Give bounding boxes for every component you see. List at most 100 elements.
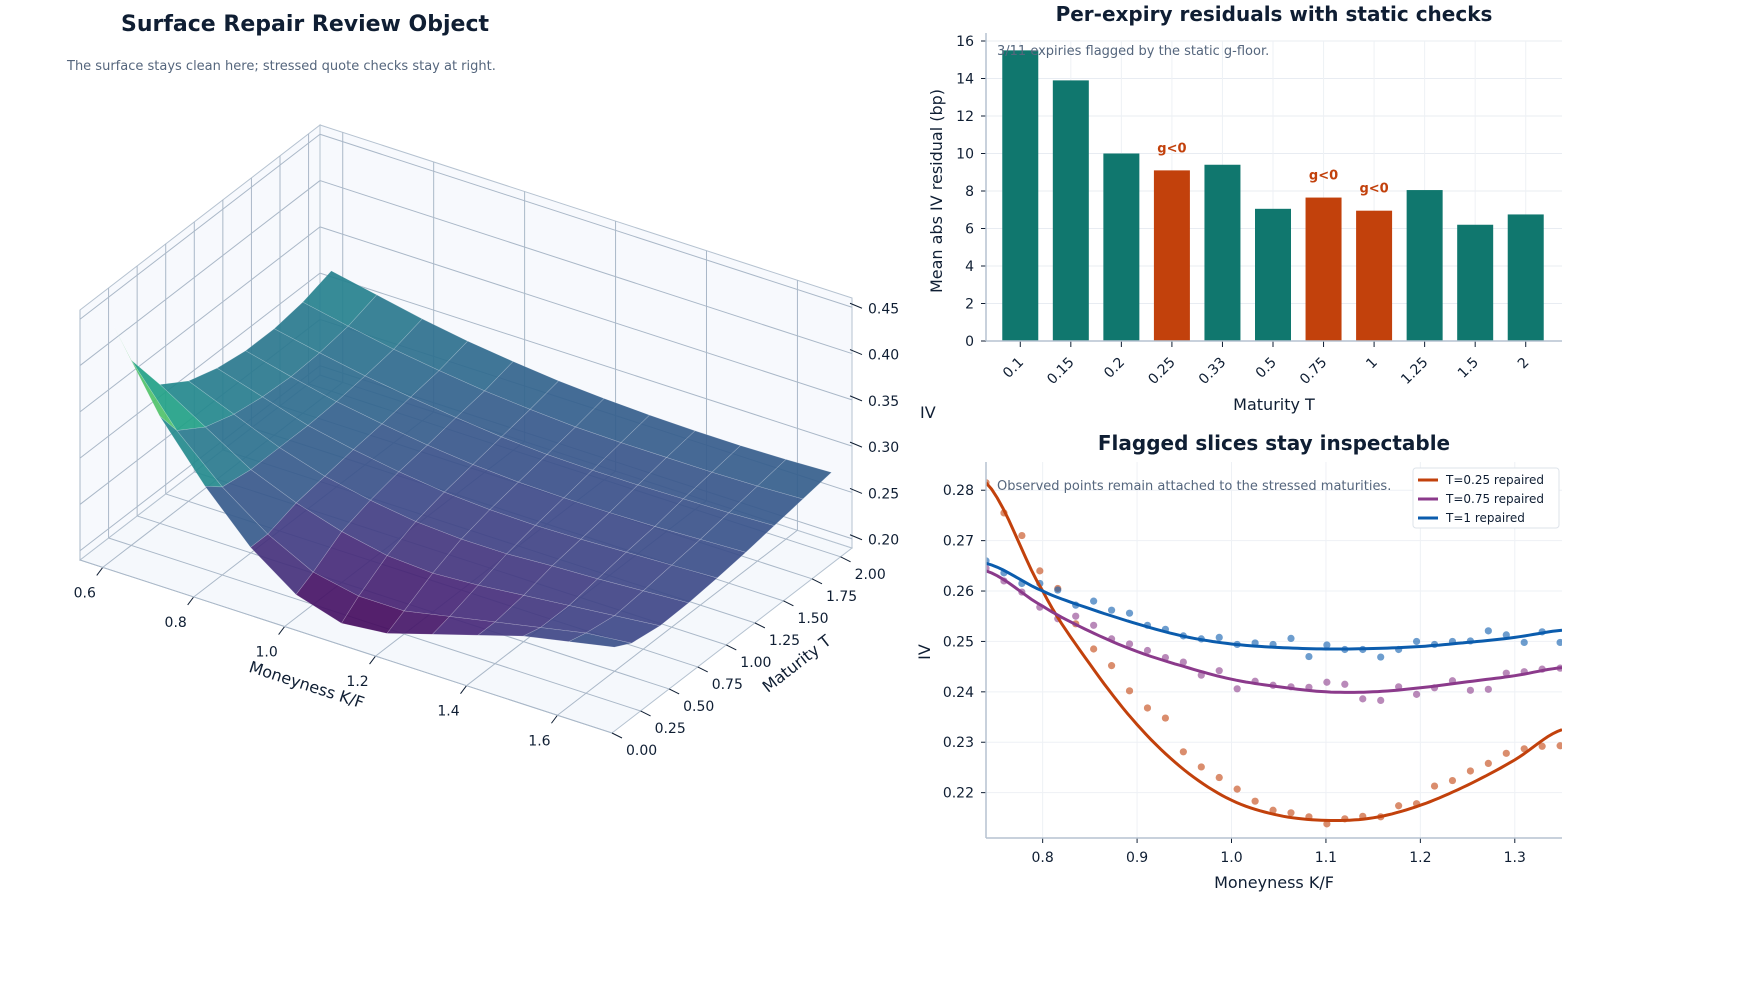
x-tick-label: 0.8 <box>1032 850 1054 866</box>
fit-curve <box>986 561 1562 651</box>
observed-point <box>1125 687 1134 695</box>
observed-point <box>1305 652 1313 661</box>
bar <box>1356 210 1393 341</box>
observed-point <box>1556 742 1562 750</box>
bar <box>1002 50 1039 341</box>
observed-point <box>1359 695 1367 703</box>
y-tick <box>668 688 680 695</box>
surface-patch <box>756 459 833 500</box>
observed-point <box>1502 631 1510 639</box>
observed-point <box>1377 696 1385 705</box>
z-tick <box>849 349 863 356</box>
observed-point <box>1107 606 1116 614</box>
z-tick-label: 0.25 <box>868 486 899 502</box>
observed-point <box>1090 645 1098 653</box>
observed-point <box>1054 586 1062 594</box>
bar-x-label: Maturity T <box>1233 395 1315 414</box>
legend-box <box>1412 467 1560 529</box>
z-tick <box>849 534 863 541</box>
observed-point <box>1125 609 1134 617</box>
x-tick-label: 1.25 <box>1398 355 1431 388</box>
observed-point <box>1233 685 1241 693</box>
observed-point <box>1179 658 1187 666</box>
z-tick-label: 0.40 <box>868 348 899 364</box>
bar <box>1204 164 1241 341</box>
y-tick-label: 0.27 <box>943 534 974 550</box>
y-tick-label: 4 <box>965 259 974 275</box>
x-tick-label: 0.33 <box>1196 355 1229 388</box>
x-tick-label: 0.1 <box>1000 355 1027 382</box>
x-tick-label: 2 <box>1515 355 1533 373</box>
observed-point <box>1430 782 1439 790</box>
z-tick-label: 0.45 <box>868 301 899 317</box>
x-tick-label: 0.15 <box>1044 355 1077 388</box>
observed-point <box>1323 678 1331 686</box>
y-tick <box>611 732 623 739</box>
bar <box>1255 208 1291 341</box>
x-tick-label: 1.5 <box>1455 355 1482 382</box>
y-tick-label: 2.00 <box>855 567 886 583</box>
y-tick-label: 0.23 <box>943 735 974 751</box>
flag-label: g<0 <box>1359 182 1388 197</box>
observed-point <box>1484 627 1492 635</box>
z-tick <box>849 395 863 402</box>
fit-curve <box>986 481 1562 822</box>
observed-point <box>1036 567 1044 575</box>
surface-subtitle: The surface stays clean here; stressed q… <box>66 59 496 74</box>
legend-label: T=0.25 repaired <box>1445 473 1544 487</box>
y-tick-label: 0.22 <box>943 786 974 802</box>
x-tick-label: 0.5 <box>1253 355 1280 382</box>
y-tick <box>811 578 823 585</box>
surface-patch <box>613 590 690 627</box>
z-tick <box>849 487 863 494</box>
observed-point <box>1466 767 1475 775</box>
observed-point <box>1520 638 1528 647</box>
y-tick <box>783 600 794 607</box>
y-tick-label: 1.25 <box>769 633 800 649</box>
grid-line <box>319 272 853 447</box>
z-tick <box>849 302 863 309</box>
observed-point <box>1323 641 1331 649</box>
y-tick-label: 0.26 <box>943 584 974 600</box>
x-tick <box>369 655 376 665</box>
x-tick-label: 1.0 <box>1220 850 1242 866</box>
bar <box>1153 170 1190 341</box>
observed-point <box>1269 806 1277 814</box>
x-tick-label: 1.0 <box>255 645 277 661</box>
plot-area <box>986 479 1562 828</box>
y-tick <box>640 710 651 717</box>
observed-point <box>1143 704 1152 712</box>
bar-y-label: Mean abs IV residual (bp) <box>927 89 946 293</box>
observed-point <box>1377 653 1385 661</box>
x-tick-label: 1.6 <box>528 733 550 749</box>
y-tick-label: 14 <box>956 72 974 88</box>
observed-point <box>1233 785 1241 793</box>
surface-patch <box>642 564 718 604</box>
grid-line <box>79 180 321 366</box>
observed-point <box>1484 759 1492 768</box>
surface-panel: Surface Repair Review Object The surface… <box>66 12 936 759</box>
grid-line <box>79 559 613 734</box>
observed-point <box>1090 597 1098 605</box>
x-tick-label: 1 <box>1363 355 1381 373</box>
bar <box>1052 80 1089 341</box>
x-tick <box>551 714 558 724</box>
observed-point <box>1412 690 1421 698</box>
y-tick-label: 0.24 <box>943 685 974 701</box>
line-y-label: IV <box>915 644 934 660</box>
line-title: Flagged slices stay inspectable <box>1098 431 1450 455</box>
observed-point <box>1323 820 1331 828</box>
observed-point <box>1341 680 1349 688</box>
flag-label: g<0 <box>1157 141 1186 156</box>
y-tick-label: 6 <box>965 222 974 238</box>
observed-point <box>1287 809 1295 817</box>
z-axis-label: IV <box>920 403 936 422</box>
surface-patch <box>585 615 661 644</box>
grid-line <box>319 133 853 308</box>
observed-point <box>1287 634 1295 643</box>
x-tick-label: 0.8 <box>165 615 187 631</box>
line-x-label: Moneyness K/F <box>1214 873 1334 892</box>
bar <box>1406 190 1443 341</box>
grid-line <box>79 272 321 459</box>
